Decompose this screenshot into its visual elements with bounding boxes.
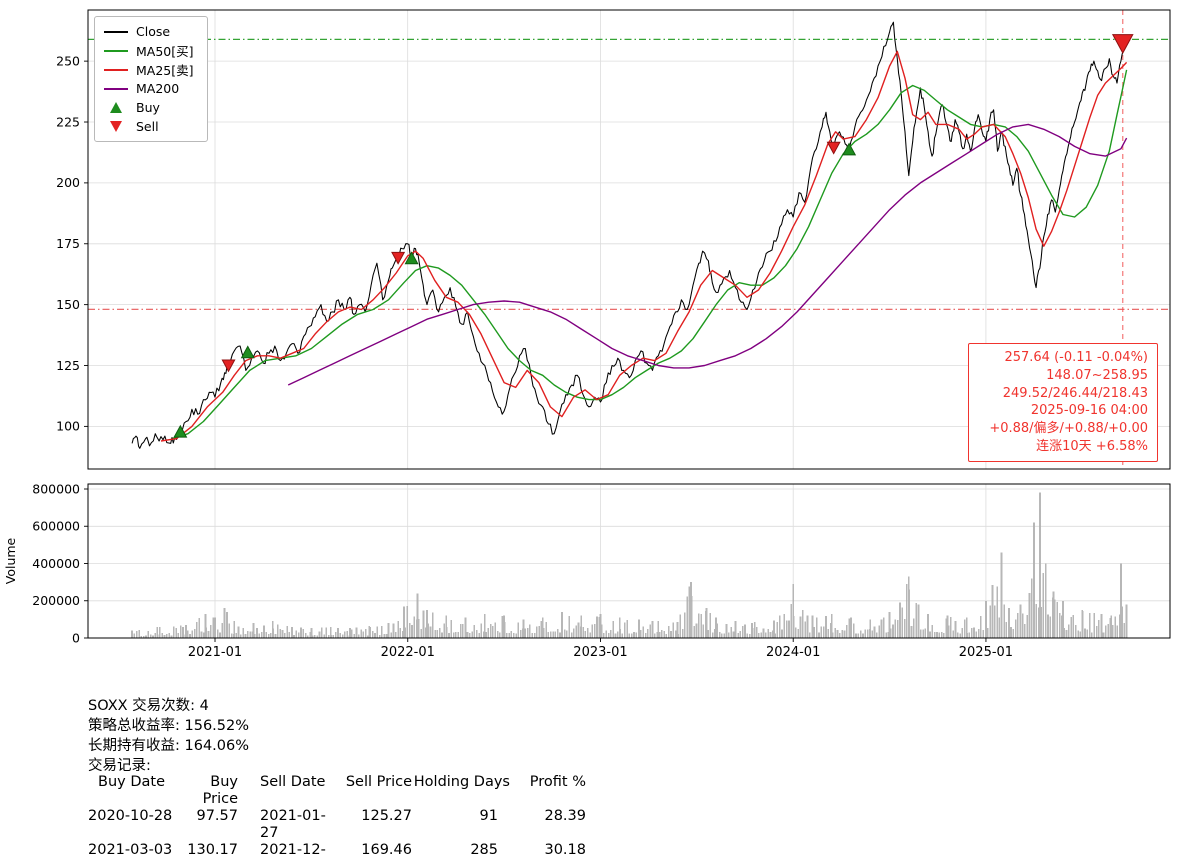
annotation-timestamp: 2025-09-16 04:00 bbox=[1030, 403, 1148, 419]
annotation-range: 148.07~258.95 bbox=[1046, 367, 1148, 383]
sell-marker bbox=[826, 141, 841, 155]
grid-lines bbox=[88, 10, 1170, 639]
trade-cell-r1-c4: 285 bbox=[470, 842, 498, 855]
col-header-buy-date: Buy Date bbox=[98, 774, 165, 790]
ma200-line-sample bbox=[104, 87, 128, 90]
annotation-ma-values: 249.52/246.44/218.43 bbox=[1002, 385, 1148, 401]
volume-tick-label: 0 bbox=[72, 630, 80, 645]
legend-item-ma50: MA50[买] bbox=[104, 43, 194, 59]
chart-legend: Close MA50[买] MA25[卖] MA200 Buy Sell bbox=[94, 16, 208, 142]
x-tick-label: 2024-01 bbox=[766, 645, 820, 660]
price-tick-label: 125 bbox=[56, 358, 80, 373]
hold-return-line: 长期持有收益: 164.06% bbox=[88, 738, 250, 754]
price-tick-label: 100 bbox=[56, 419, 80, 434]
price-tick-label: 150 bbox=[56, 297, 80, 312]
price-annotation-box: 257.64 (-0.11 -0.04%) 148.07~258.95 249.… bbox=[968, 343, 1158, 462]
x-tick-label: 2021-01 bbox=[188, 645, 242, 660]
trades-table: Buy Date Buy Price Sell Date Sell Price … bbox=[88, 774, 600, 855]
price-tick-label: 250 bbox=[56, 53, 80, 68]
sell-marker bbox=[221, 359, 236, 373]
annotation-last-price: 257.64 (-0.11 -0.04%) bbox=[1004, 350, 1148, 365]
trade-cell-r1-c3: 169.46 bbox=[361, 842, 412, 855]
buy-marker bbox=[842, 142, 857, 156]
trade-count-line: SOXX 交易次数: 4 bbox=[88, 698, 209, 714]
trade-cell-r0-c0: 2020-10-28 bbox=[88, 808, 173, 824]
trades-title: 交易记录: bbox=[88, 758, 151, 774]
price-panel-frame bbox=[87, 9, 1171, 470]
legend-label-buy: Buy bbox=[136, 100, 160, 115]
legend-label-ma25: MA25[卖] bbox=[136, 63, 194, 78]
col-header-profit: Profit % bbox=[529, 774, 586, 790]
legend-item-sell: Sell bbox=[104, 119, 194, 134]
volume-tick-label: 800000 bbox=[32, 481, 80, 496]
trade-cell-r0-c4: 91 bbox=[479, 808, 498, 824]
trade-cell-r0-c1: 97.57 bbox=[196, 808, 238, 824]
ma50-line-sample bbox=[104, 49, 128, 52]
legend-label-close: Close bbox=[136, 24, 171, 39]
axis-ticks: 100 125 150 175 200 225 250 0 200000 400000 600000… bbox=[32, 53, 1013, 660]
price-series bbox=[131, 21, 1128, 449]
series-line-ma200 bbox=[287, 123, 1128, 386]
volume-panel-frame bbox=[87, 483, 1171, 639]
col-header-sell-date: Sell Date bbox=[260, 774, 326, 790]
col-header-sell-price: Sell Price bbox=[345, 774, 412, 790]
x-tick-label: 2025-01 bbox=[959, 645, 1013, 660]
buy-marker bbox=[240, 345, 255, 359]
legend-item-close: Close bbox=[104, 24, 194, 39]
strategy-return-line: 策略总收益率: 156.52% bbox=[88, 718, 250, 734]
legend-item-ma200: MA200 bbox=[104, 81, 194, 96]
sell-marker bbox=[391, 251, 406, 265]
trade-cell-r0-c2: 2021-01-27 bbox=[260, 808, 326, 841]
x-tick-label: 2022-01 bbox=[381, 645, 435, 660]
price-tick-label: 200 bbox=[56, 175, 80, 190]
buy-marker bbox=[173, 424, 188, 438]
series-line-close bbox=[131, 21, 1128, 449]
close-line-sample bbox=[104, 30, 128, 33]
price-tick-label: 225 bbox=[56, 114, 80, 129]
legend-item-ma25: MA25[卖] bbox=[104, 62, 194, 78]
trade-cell-r0-c3: 125.27 bbox=[361, 808, 412, 824]
ma25-line-sample bbox=[104, 68, 128, 71]
series-line-ma25 bbox=[160, 50, 1128, 442]
annotation-momentum: +0.88/偏多/+0.88/+0.00 bbox=[989, 421, 1148, 437]
trade-markers bbox=[173, 34, 1134, 438]
trade-cell-r1-c1: 130.17 bbox=[187, 842, 238, 855]
price-tick-label: 175 bbox=[56, 236, 80, 251]
volume-tick-label: 400000 bbox=[32, 556, 80, 571]
trade-cell-r0-c5: 28.39 bbox=[544, 808, 586, 824]
col-header-holding-days: Holding Days bbox=[413, 774, 510, 790]
x-tick-label: 2023-01 bbox=[573, 645, 627, 660]
trade-cell-r1-c2: 2021-12-13 bbox=[260, 842, 326, 855]
annotation-streak: 连涨10天 +6.58% bbox=[1036, 438, 1148, 454]
col-header-buy-price: Buy Price bbox=[202, 774, 238, 807]
buy-marker bbox=[404, 251, 419, 265]
trade-cell-r1-c0: 2021-03-03 bbox=[88, 842, 173, 855]
legend-label-ma50: MA50[买] bbox=[136, 44, 194, 59]
legend-label-ma200: MA200 bbox=[136, 81, 180, 96]
buy-marker-icon bbox=[104, 102, 128, 113]
volume-tick-label: 600000 bbox=[32, 519, 80, 534]
legend-item-buy: Buy bbox=[104, 100, 194, 115]
sell-marker bbox=[1111, 34, 1134, 55]
legend-label-sell: Sell bbox=[136, 119, 159, 134]
volume-tick-label: 200000 bbox=[32, 593, 80, 608]
strategy-stats: SOXX 交易次数: 4 策略总收益率: 156.52% 长期持有收益: 164… bbox=[88, 694, 600, 855]
sell-marker-icon bbox=[104, 121, 128, 132]
volume-axis-label: Volume bbox=[3, 537, 18, 584]
volume-bars bbox=[131, 492, 1128, 638]
trade-cell-r1-c5: 30.18 bbox=[544, 842, 586, 855]
price-volume-chart: 100 125 150 175 200 225 250 0 200000 400000 600000… bbox=[3, 9, 1171, 660]
